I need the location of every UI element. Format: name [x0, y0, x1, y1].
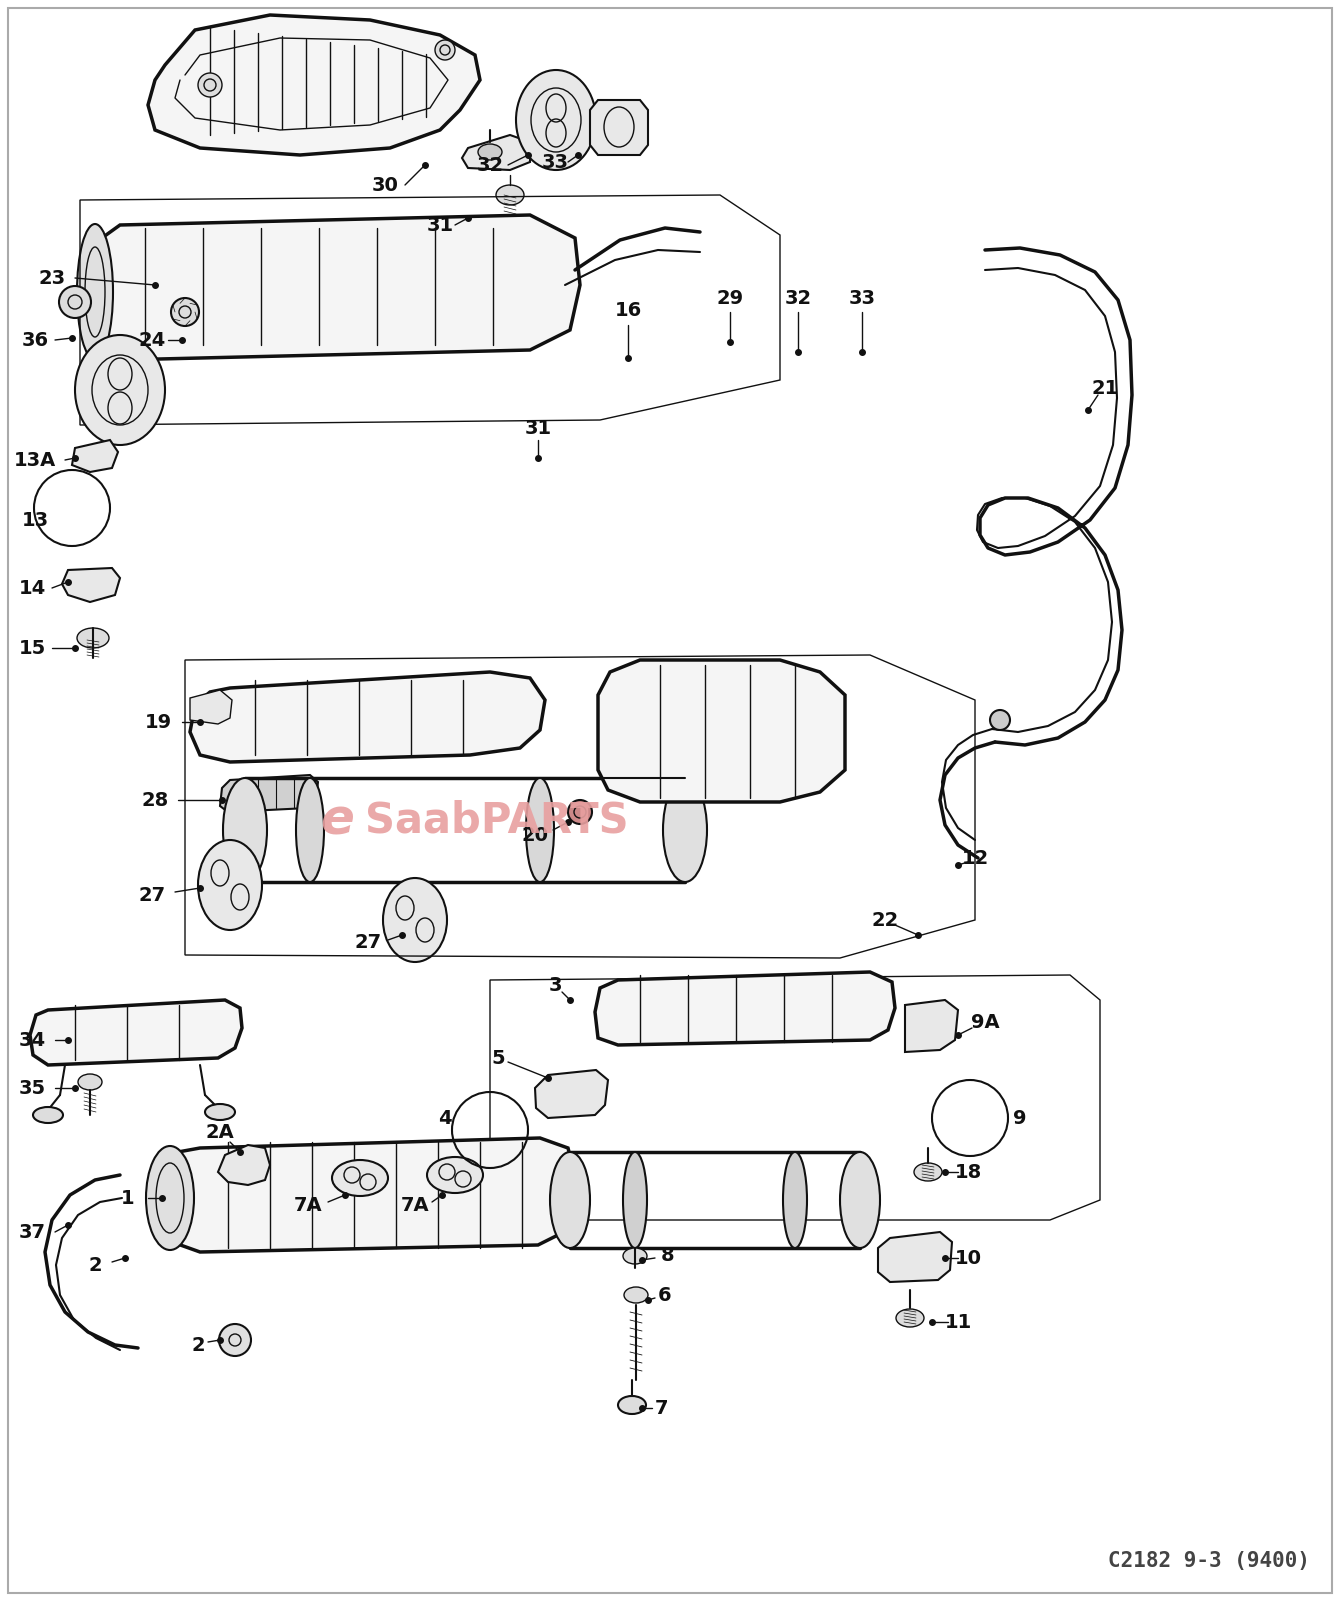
Text: 7A: 7A [401, 1196, 429, 1215]
Ellipse shape [146, 1146, 194, 1250]
Ellipse shape [623, 1249, 647, 1265]
Polygon shape [147, 14, 480, 155]
Text: 9: 9 [1013, 1108, 1026, 1127]
Text: 6: 6 [658, 1286, 671, 1305]
Text: 2: 2 [88, 1255, 102, 1274]
Text: 10: 10 [954, 1249, 981, 1268]
Circle shape [172, 298, 200, 327]
Text: 16: 16 [614, 301, 642, 320]
Polygon shape [595, 972, 895, 1045]
Polygon shape [62, 568, 121, 602]
Ellipse shape [478, 144, 502, 160]
Text: 23: 23 [39, 269, 66, 288]
Text: 32: 32 [477, 155, 504, 175]
Polygon shape [220, 775, 318, 812]
Text: 22: 22 [871, 911, 899, 930]
Text: 5: 5 [492, 1049, 505, 1068]
Text: 27: 27 [355, 932, 382, 951]
Text: 34: 34 [19, 1031, 46, 1050]
Polygon shape [190, 690, 232, 724]
Ellipse shape [618, 1396, 646, 1414]
Ellipse shape [496, 186, 524, 205]
Ellipse shape [840, 1153, 880, 1249]
Circle shape [218, 1324, 251, 1356]
Text: 35: 35 [19, 1079, 46, 1098]
Ellipse shape [78, 1074, 102, 1090]
Text: 18: 18 [954, 1162, 982, 1182]
Text: 13A: 13A [13, 450, 56, 469]
Text: 7A: 7A [293, 1196, 323, 1215]
Text: C2182 9-3 (9400): C2182 9-3 (9400) [1108, 1551, 1311, 1571]
Polygon shape [590, 99, 649, 155]
Text: 24: 24 [138, 330, 166, 349]
Text: 21: 21 [1091, 378, 1119, 397]
Ellipse shape [623, 1153, 647, 1249]
Text: 37: 37 [19, 1223, 46, 1241]
Text: 3: 3 [548, 975, 561, 994]
Ellipse shape [914, 1162, 942, 1182]
Text: 2A: 2A [205, 1122, 234, 1142]
Ellipse shape [516, 70, 596, 170]
Polygon shape [80, 215, 580, 360]
Text: 31: 31 [524, 418, 552, 437]
Text: 8: 8 [661, 1246, 675, 1265]
Text: 13: 13 [21, 511, 48, 530]
Text: 20: 20 [521, 826, 548, 844]
Ellipse shape [76, 628, 109, 648]
Text: 33: 33 [848, 288, 875, 307]
Text: 29: 29 [717, 288, 744, 307]
Text: 33: 33 [541, 152, 568, 171]
Polygon shape [190, 672, 545, 762]
Ellipse shape [76, 224, 113, 360]
Text: 19: 19 [145, 712, 172, 732]
Ellipse shape [663, 778, 708, 882]
Polygon shape [598, 660, 846, 802]
Ellipse shape [527, 778, 553, 882]
Text: 4: 4 [438, 1108, 452, 1127]
Text: 15: 15 [19, 639, 46, 658]
Text: SaabPARTS: SaabPARTS [364, 799, 628, 841]
Ellipse shape [296, 778, 324, 882]
Polygon shape [162, 1138, 575, 1252]
Text: 12: 12 [961, 849, 989, 868]
Polygon shape [878, 1233, 951, 1282]
Text: 28: 28 [142, 791, 169, 810]
Polygon shape [462, 134, 531, 170]
Ellipse shape [332, 1161, 389, 1196]
Ellipse shape [34, 1106, 63, 1122]
Ellipse shape [222, 778, 267, 882]
Polygon shape [29, 1001, 243, 1065]
Polygon shape [72, 440, 118, 472]
Circle shape [990, 709, 1010, 730]
Text: 11: 11 [945, 1313, 972, 1332]
Ellipse shape [383, 877, 448, 962]
Circle shape [436, 40, 456, 59]
Text: 31: 31 [426, 216, 453, 234]
Circle shape [198, 74, 222, 98]
Text: 36: 36 [21, 330, 48, 349]
Text: 1: 1 [121, 1188, 135, 1207]
Text: 9A: 9A [970, 1012, 1000, 1031]
Text: 30: 30 [371, 176, 398, 194]
Text: 32: 32 [784, 288, 812, 307]
Circle shape [59, 287, 91, 319]
Ellipse shape [896, 1310, 925, 1327]
Text: e: e [320, 796, 354, 844]
Ellipse shape [624, 1287, 649, 1303]
Ellipse shape [205, 1105, 234, 1121]
Polygon shape [218, 1145, 269, 1185]
Polygon shape [535, 1069, 608, 1117]
Text: 7: 7 [655, 1399, 669, 1417]
Text: 2: 2 [192, 1335, 205, 1354]
Ellipse shape [783, 1153, 807, 1249]
Polygon shape [905, 1001, 958, 1052]
Circle shape [568, 800, 592, 825]
Text: 14: 14 [19, 578, 46, 597]
Text: 27: 27 [138, 885, 166, 905]
Ellipse shape [75, 335, 165, 445]
Ellipse shape [198, 841, 263, 930]
Ellipse shape [549, 1153, 590, 1249]
Ellipse shape [427, 1158, 482, 1193]
